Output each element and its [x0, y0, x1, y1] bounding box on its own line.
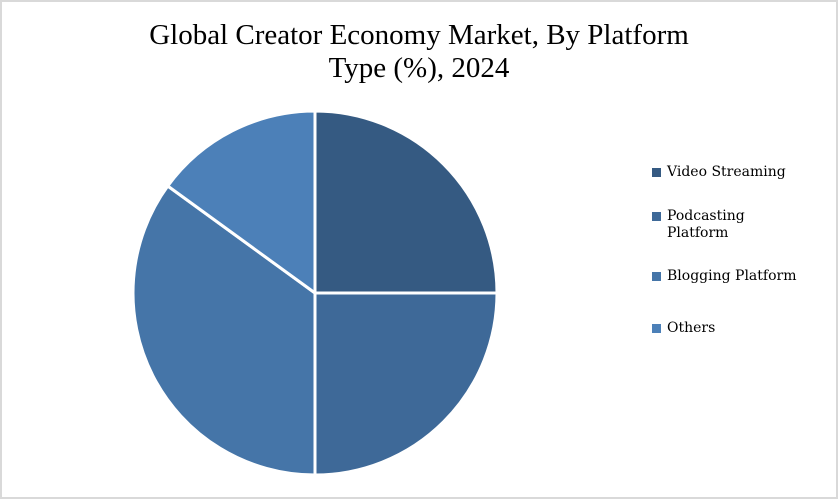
legend-item-blogging-platform: Blogging Platform — [652, 268, 796, 286]
pie-slice-others — [166, 109, 317, 295]
legend-label: Blogging Platform — [667, 268, 797, 285]
legend: Video Streaming Podcasting Platform Blog… — [652, 147, 836, 355]
legend-label: Video Streaming — [667, 164, 786, 181]
chart-title: Global Creator Economy Market, By Platfo… — [2, 19, 836, 85]
legend-label: Podcasting Platform — [667, 207, 745, 242]
pie-slice-blogging-platform — [131, 184, 317, 477]
legend-marker-icon — [652, 272, 661, 282]
legend-item-podcasting-platform: Podcasting Platform — [652, 208, 759, 243]
legend-marker-icon — [652, 324, 661, 334]
pie-slice-podcasting-platform — [313, 291, 499, 477]
legend-marker-icon — [652, 211, 661, 221]
legend-item-video-streaming: Video Streaming — [652, 164, 786, 182]
legend-slot: Others — [652, 303, 836, 355]
legend-marker-icon — [652, 168, 661, 178]
chart-title-line-2: Type (%), 2024 — [328, 52, 510, 84]
legend-slot: Video Streaming — [652, 147, 836, 199]
legend-item-others: Others — [652, 320, 715, 338]
pie-slice-video-streaming — [313, 109, 499, 295]
chart-title-line-1: Global Creator Economy Market, By Platfo… — [149, 19, 689, 51]
legend-slot: Blogging Platform — [652, 251, 836, 303]
legend-label: Others — [667, 320, 716, 337]
legend-slot: Podcasting Platform — [652, 199, 836, 251]
